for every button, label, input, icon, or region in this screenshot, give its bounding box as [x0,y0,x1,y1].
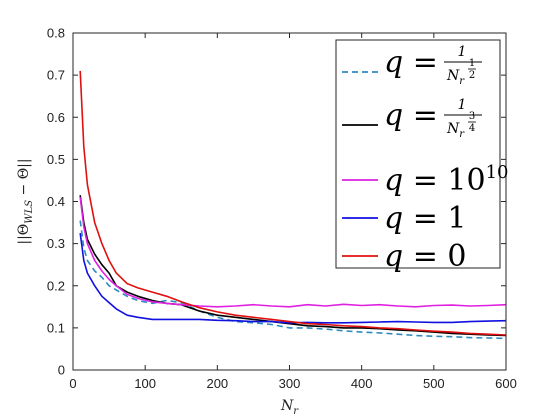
x-axis-label: Nr [280,398,299,417]
legend-label-2-exp-num: 3 [469,111,475,122]
series-line-1 [79,220,507,340]
series-line-2 [79,195,507,337]
y-tick-label: 0.3 [47,236,65,251]
x-tick-label: 600 [495,376,517,391]
y-tick-label: 0.1 [47,320,65,335]
x-tick-label: 100 [134,376,156,391]
legend-label-4: q = 1 [384,201,467,236]
series-line-3 [79,197,507,308]
legend-label-2: q = [384,98,438,133]
y-tick-label: 0 [58,363,65,378]
x-tick-label: 300 [279,376,301,391]
y-tick-label: 0.5 [47,152,65,167]
y-tick-label: 0.8 [47,26,65,41]
y-tick-label: 0.4 [47,194,65,209]
legend-label-5: q = 0 [384,239,467,274]
axes: 0 100 200 300 400 500 600 0 0.1 0.2 0.3 0.4 0.5 0.6 0.… [47,26,517,392]
y-tick-label: 0.2 [47,278,65,293]
plot-area [79,70,507,340]
series-line-4 [79,232,507,324]
legend-label-1: q = [384,45,438,80]
x-tick-label: 400 [351,376,373,391]
legend-box [335,39,501,269]
series-line-5 [79,70,507,336]
y-axis-label: ||ΘWLS − Θ|| [16,158,35,244]
legend-label-1-exp-num: 1 [469,58,475,69]
x-tick-label: 200 [206,376,228,391]
legend-label-2-exp-den: 4 [469,123,475,134]
legend-label-1-exp-den: 2 [469,70,475,81]
x-tick-label: 0 [69,376,76,391]
y-tick-label: 0.7 [47,68,65,83]
legend-label-1-numerator: 1 [458,44,467,60]
x-tick-label: 500 [423,376,445,391]
legend-label-2-numerator: 1 [458,97,467,113]
y-tick-label: 0.6 [47,110,65,125]
